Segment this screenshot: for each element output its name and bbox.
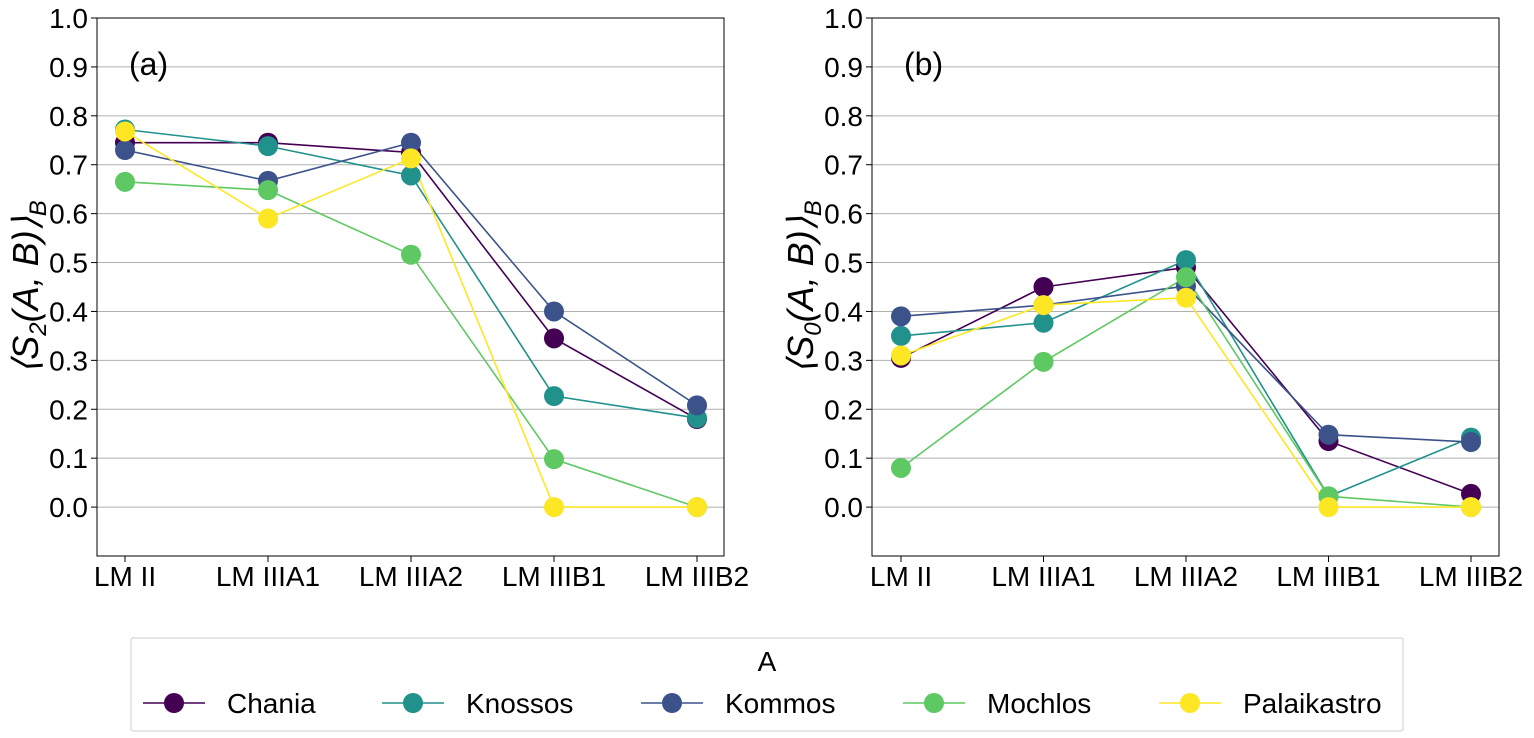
y-tick-label: 0.0 bbox=[49, 492, 88, 523]
x-tick-label: LM II bbox=[94, 561, 156, 592]
y-tick-label: 0.5 bbox=[49, 248, 88, 279]
data-point-chania bbox=[1033, 277, 1054, 297]
data-point-kommos bbox=[1461, 432, 1481, 453]
legend-label-kommos: Kommos bbox=[725, 688, 835, 719]
chart-panel-b: 0.0 0.1 0.2 0.3 0.4 0.5 0.6 0.7 0.8 0.9 1.0 LM II LM… bbox=[780, 3, 1523, 592]
y-axis-label: ⟨S2(A, B)⟩B bbox=[5, 200, 52, 374]
y-tick-label: 0.8 bbox=[824, 101, 863, 132]
data-point-palaikastro bbox=[401, 148, 421, 169]
y-axis-label-part: B bbox=[25, 200, 52, 216]
data-point-palaikastro bbox=[687, 497, 707, 518]
data-point-palaikastro bbox=[1176, 287, 1196, 308]
data-point-knossos bbox=[258, 136, 278, 157]
x-tick-label: LM IIIB2 bbox=[1419, 561, 1523, 592]
legend-title: A bbox=[758, 646, 777, 677]
data-point-knossos bbox=[401, 165, 421, 186]
y-tick-label: 0.2 bbox=[824, 394, 863, 425]
y-tick-label: 1.0 bbox=[49, 3, 88, 34]
data-point-palaikastro bbox=[891, 345, 911, 366]
data-point-knossos bbox=[544, 386, 564, 407]
y-axis-label-part: 2 bbox=[25, 322, 52, 336]
legend: A Chania Knossos Kommos Mochlos Palaikastro bbox=[130, 637, 1404, 732]
series-line-palaikastro bbox=[900, 296, 1471, 508]
panel-label: (b) bbox=[904, 46, 943, 82]
legend-label-palaikastro: Palaikastro bbox=[1243, 688, 1382, 719]
legend-box bbox=[130, 637, 1404, 732]
x-tick-label: LM IIIB1 bbox=[1276, 561, 1380, 592]
y-tick-label: 0.9 bbox=[824, 52, 863, 83]
data-point-palaikastro bbox=[544, 497, 564, 518]
x-tick-label: LM IIIA2 bbox=[359, 561, 463, 592]
y-tick-label: 0.4 bbox=[49, 296, 88, 327]
data-point-palaikastro bbox=[1318, 497, 1339, 518]
chart-panel-a: 0.0 0.1 0.2 0.3 0.4 0.5 0.6 0.7 0.8 0.9 1.0 LM II LM… bbox=[5, 3, 749, 592]
legend-marker-palaikastro bbox=[1180, 693, 1200, 713]
x-tick-label: LM IIIB1 bbox=[502, 561, 606, 592]
data-point-palaikastro bbox=[1033, 295, 1054, 316]
data-point-kommos bbox=[401, 132, 421, 153]
x-tick-label: LM IIIA1 bbox=[216, 561, 320, 592]
legend-marker-knossos bbox=[403, 693, 423, 713]
plot-frame bbox=[871, 17, 1500, 557]
y-tick-label: 0.7 bbox=[49, 150, 88, 181]
data-point-palaikastro bbox=[1461, 497, 1481, 518]
data-point-kommos bbox=[115, 140, 135, 161]
data-point-chania bbox=[544, 328, 564, 349]
legend-marker-mochlos bbox=[924, 693, 944, 713]
y-tick-label: 0.3 bbox=[49, 345, 88, 376]
data-point-mochlos bbox=[544, 449, 564, 470]
x-tick-label: LM II bbox=[870, 561, 932, 592]
panel-label: (a) bbox=[129, 46, 168, 82]
data-point-kommos bbox=[891, 306, 911, 327]
y-axis-label-part: B bbox=[800, 200, 827, 216]
data-point-mochlos bbox=[1033, 351, 1054, 372]
y-axis-label-part: (A, B)⟩ bbox=[5, 216, 46, 322]
x-tick-label: LM IIIB2 bbox=[645, 561, 749, 592]
legend-label-chania: Chania bbox=[227, 688, 316, 719]
data-point-mochlos bbox=[891, 457, 911, 478]
x-tick-label: LM IIIA1 bbox=[991, 561, 1095, 592]
data-point-knossos bbox=[891, 325, 911, 346]
y-axis-label-part: (A, B)⟩ bbox=[780, 216, 821, 322]
series-line-palaikastro bbox=[124, 130, 697, 508]
y-tick-label: 0.7 bbox=[824, 150, 863, 181]
legend-marker-kommos bbox=[662, 693, 682, 713]
y-tick-label: 0.1 bbox=[49, 443, 88, 474]
legend-marker-chania bbox=[164, 693, 184, 713]
y-tick-label: 0.2 bbox=[49, 394, 88, 425]
series-line-kommos bbox=[900, 285, 1472, 443]
data-point-kommos bbox=[1318, 424, 1339, 445]
y-tick-label: 0.1 bbox=[824, 443, 863, 474]
data-point-mochlos bbox=[115, 171, 135, 192]
y-tick-label: 0.0 bbox=[824, 492, 863, 523]
y-tick-label: 0.5 bbox=[824, 248, 863, 279]
y-axis-label-part: 0 bbox=[800, 322, 827, 336]
y-axis-label-part: ⟨S bbox=[780, 336, 821, 374]
data-point-knossos bbox=[1176, 250, 1196, 271]
legend-label-mochlos: Mochlos bbox=[987, 688, 1091, 719]
y-tick-label: 0.3 bbox=[824, 345, 863, 376]
data-point-mochlos bbox=[1176, 267, 1196, 288]
y-tick-label: 1.0 bbox=[824, 3, 863, 34]
y-tick-label: 0.8 bbox=[49, 101, 88, 132]
y-tick-label: 0.6 bbox=[824, 199, 863, 230]
y-tick-label: 0.9 bbox=[49, 52, 88, 83]
legend-label-knossos: Knossos bbox=[466, 688, 573, 719]
data-point-knossos bbox=[1033, 312, 1054, 333]
y-tick-label: 0.4 bbox=[824, 296, 863, 327]
y-tick-label: 0.6 bbox=[49, 199, 88, 230]
data-point-kommos bbox=[687, 395, 707, 416]
x-tick-label: LM IIIA2 bbox=[1134, 561, 1238, 592]
data-point-mochlos bbox=[401, 244, 421, 265]
data-point-palaikastro bbox=[115, 121, 135, 142]
plot-frame bbox=[96, 17, 725, 557]
data-point-mochlos bbox=[258, 180, 278, 201]
y-axis-label: ⟨S0(A, B)⟩B bbox=[780, 200, 827, 374]
data-point-palaikastro bbox=[258, 208, 278, 229]
y-axis-label-part: ⟨S bbox=[5, 336, 46, 374]
data-point-kommos bbox=[544, 301, 564, 322]
